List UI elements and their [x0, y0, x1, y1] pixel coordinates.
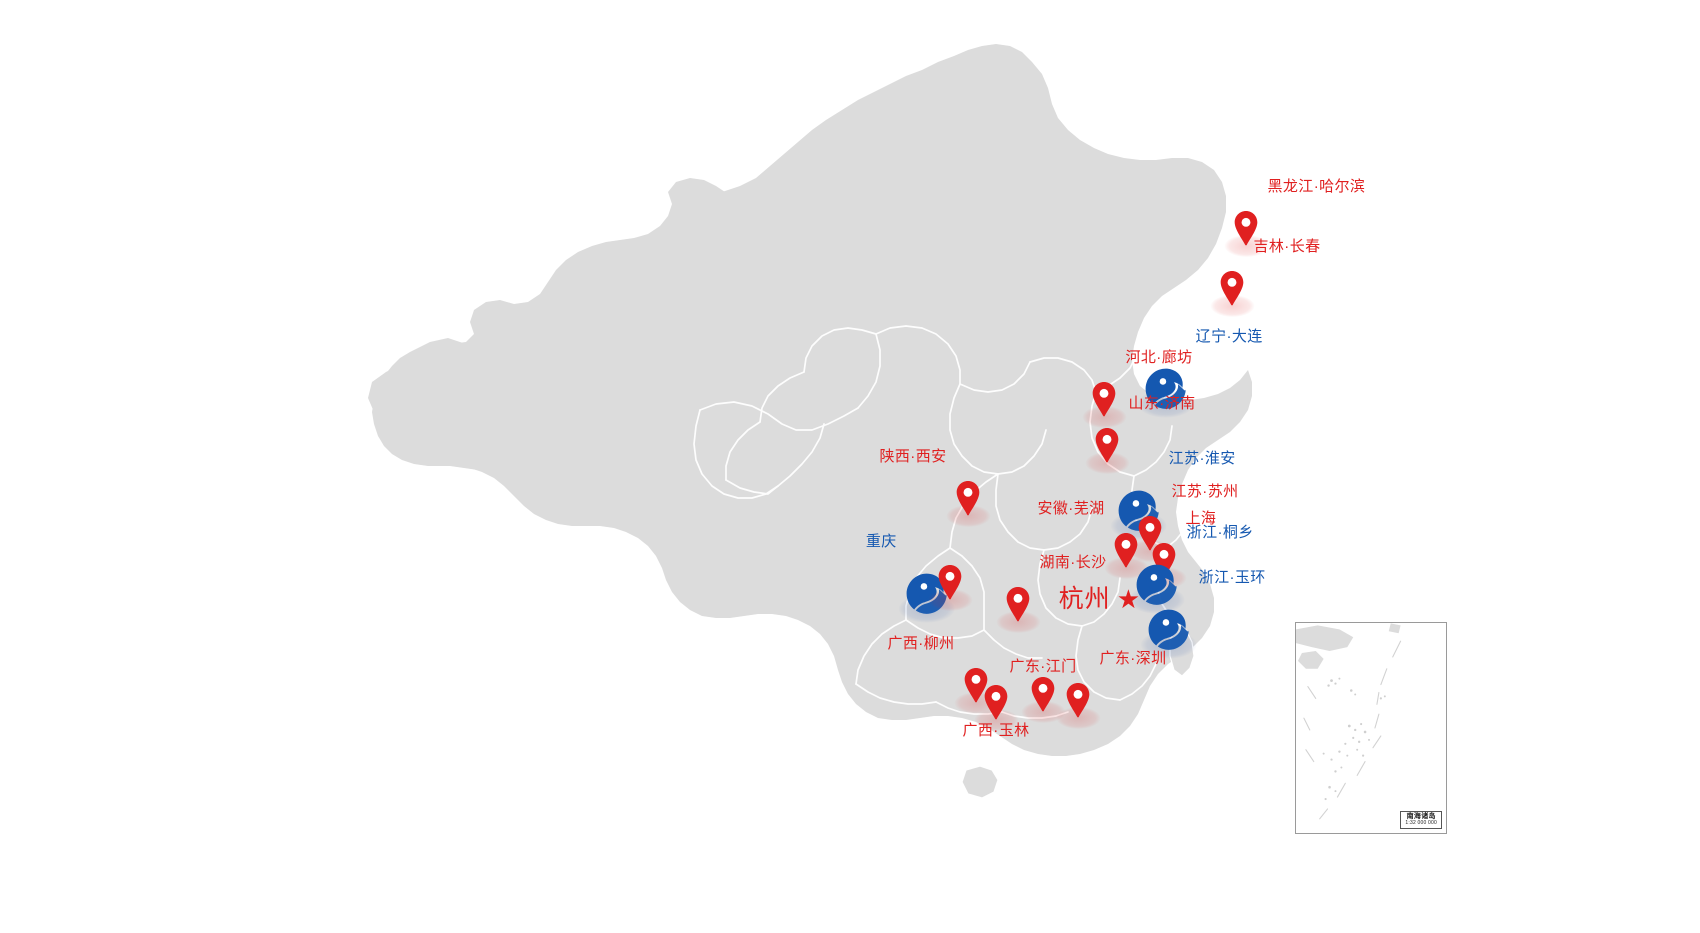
map-marker-5[interactable]: 陕西·西安 [880, 449, 990, 527]
marker-label: 安徽·芜湖 [1037, 500, 1105, 517]
inset-title: 南海诸岛 [1406, 813, 1436, 821]
marker-label: 河北·廊坊 [1125, 349, 1193, 366]
marker-label: 广东·深圳 [1099, 650, 1167, 667]
marker-glyph [906, 573, 948, 615]
marker-label: 陕西·西安 [879, 448, 947, 465]
map-marker-3[interactable]: 河北·廊坊 [1082, 350, 1192, 428]
map-pin-icon [984, 685, 1008, 720]
headquarters-label: 杭州 [1058, 584, 1111, 613]
marker-glyph [1152, 543, 1177, 578]
marker-glyph [1148, 609, 1190, 651]
map-pin-icon [1114, 533, 1138, 568]
marker-glyph [1220, 271, 1245, 306]
map-marker-10[interactable]: 浙江·桐乡 [1128, 525, 1253, 614]
marker-label: 广西·柳州 [887, 635, 955, 652]
map-pin-icon [1095, 428, 1119, 463]
marker-glyph [1145, 368, 1187, 410]
south-china-sea-inset: 南海诸岛 1:32 000 000 [1295, 622, 1447, 834]
map-pin-icon [1234, 211, 1258, 246]
inset-scale-box: 南海诸岛 1:32 000 000 [1400, 811, 1442, 829]
map-pin-icon [1031, 677, 1055, 712]
headquarters-hangzhou[interactable]: 杭州 ★ [1059, 586, 1140, 612]
marker-glyph [1095, 428, 1120, 463]
marker-glyph [938, 565, 963, 600]
map-marker-13[interactable]: 湖南·长沙 [996, 555, 1106, 633]
map-marker-17[interactable]: 广东·江门 [1010, 659, 1076, 723]
map-marker-18[interactable]: 广东·深圳 [1056, 651, 1166, 729]
marker-glyph [1114, 533, 1139, 568]
marker-label: 上海 [1185, 510, 1217, 527]
marker-glyph [1138, 516, 1163, 551]
marker-label: 江苏·淮安 [1168, 449, 1236, 467]
map-marker-1[interactable]: 吉林·长春 [1210, 239, 1320, 317]
map-pin-icon [1152, 543, 1176, 578]
map-pin-icon [1138, 516, 1162, 551]
marker-glyph [1136, 564, 1178, 606]
brand-location-marker-icon [1148, 609, 1189, 650]
map-marker-16[interactable]: 广西·玉林 [963, 685, 1029, 738]
marker-glyph [956, 481, 981, 516]
marker-glyph [1092, 382, 1117, 417]
marker-glyph [1006, 587, 1031, 622]
china-landmass [368, 44, 1252, 756]
inset-scale: 1:32 000 000 [1405, 819, 1437, 826]
marker-label: 黑龙江·哈尔滨 [1267, 178, 1366, 195]
marker-label: 吉林·长春 [1253, 238, 1321, 255]
map-pin-icon [1092, 382, 1116, 417]
inset-map-graphic [1296, 623, 1446, 833]
marker-glyph [984, 685, 1009, 720]
map-pin-icon [964, 668, 988, 703]
marker-label: 山东·济南 [1128, 395, 1196, 412]
map-marker-4[interactable]: 山东·济南 [1085, 396, 1195, 474]
marker-label: 江苏·苏州 [1171, 483, 1239, 500]
marker-label: 广东·江门 [1009, 658, 1077, 676]
map-pin-icon [1220, 271, 1244, 306]
map-pin-icon [1006, 587, 1030, 622]
marker-label: 浙江·玉环 [1198, 568, 1266, 586]
marker-label: 广西·玉林 [962, 721, 1030, 739]
marker-glyph [1234, 211, 1259, 246]
marker-label: 辽宁·大连 [1195, 327, 1263, 345]
brand-location-marker-icon [1145, 368, 1186, 409]
map-pin-icon [1066, 683, 1090, 718]
marker-glyph [964, 668, 989, 703]
map-pin-icon [956, 481, 980, 516]
marker-label: 浙江·桐乡 [1186, 523, 1254, 541]
marker-label: 重庆 [865, 532, 897, 550]
map-pin-icon [938, 565, 962, 600]
marker-glyph [1066, 683, 1091, 718]
capital-star-icon: ★ [1116, 584, 1140, 614]
map-marker-unlabeled-12[interactable] [928, 565, 972, 611]
map-marker-14[interactable]: 浙江·玉环 [1140, 570, 1265, 659]
marker-label: 湖南·长沙 [1039, 554, 1107, 571]
map-marker-8[interactable]: 安徽·芜湖 [1038, 501, 1148, 579]
brand-location-marker-icon [1136, 564, 1177, 605]
province-borders [693, 233, 1223, 719]
marker-glyph [1031, 677, 1056, 712]
brand-location-marker-icon [906, 573, 947, 614]
